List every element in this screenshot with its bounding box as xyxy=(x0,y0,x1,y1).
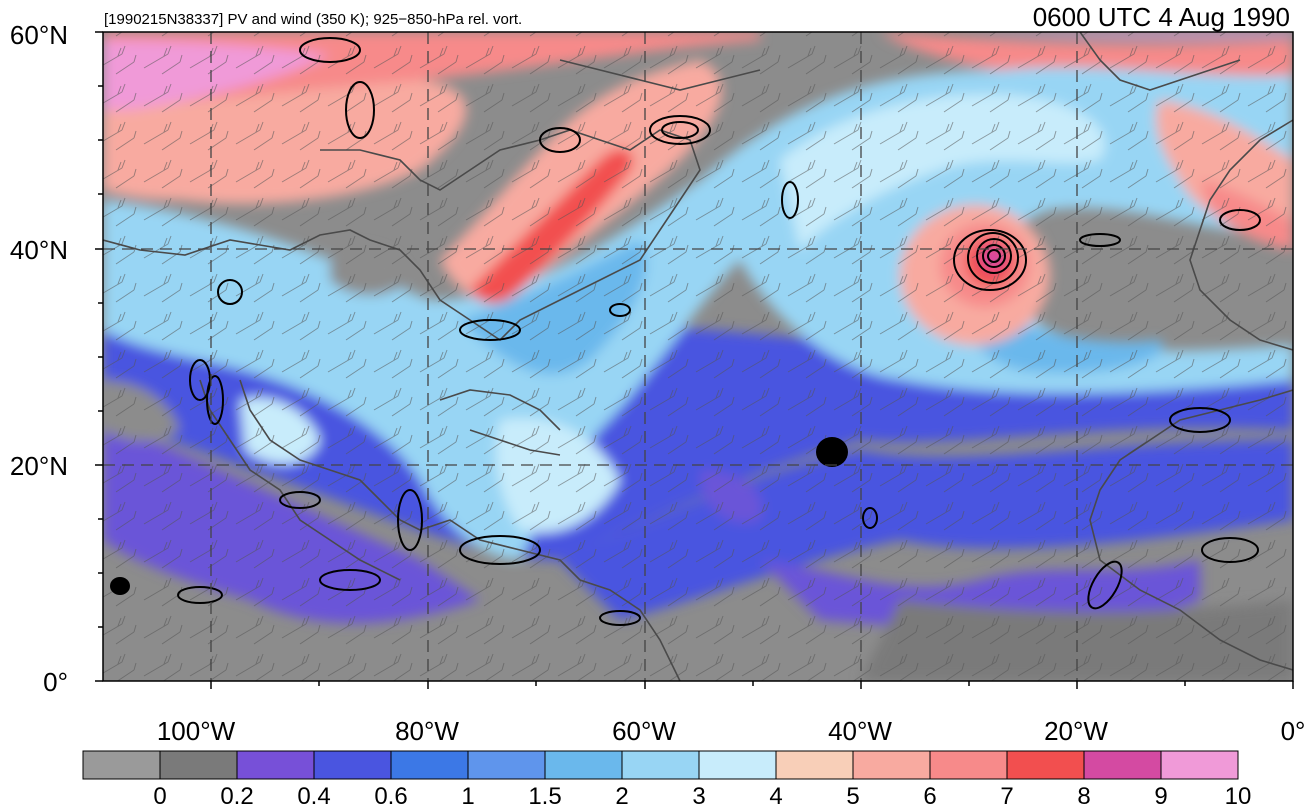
colorbar-tick-label: 8 xyxy=(1077,783,1090,810)
colorbar-tick-label: 1.5 xyxy=(528,783,561,810)
lat-label-20n: 20°N xyxy=(10,451,68,481)
colorbar-swatch xyxy=(82,750,161,780)
colorbar-swatch xyxy=(313,750,392,780)
colorbar-swatch xyxy=(1006,750,1085,780)
colorbar-swatch xyxy=(390,750,469,780)
colorbar-tick-label: 0.4 xyxy=(297,783,330,810)
colorbar-tick-label: 9 xyxy=(1154,783,1167,810)
lon-label-20w: 20°W xyxy=(1044,716,1108,746)
colorbar-tick-label: 7 xyxy=(1000,783,1013,810)
colorbar-swatch xyxy=(236,750,315,780)
colorbar-swatch xyxy=(852,750,931,780)
lat-label-eq: 0° xyxy=(43,667,68,697)
colorbar-swatch xyxy=(1160,750,1239,780)
colorbar-tick-label: 2 xyxy=(615,783,628,810)
pv-colorbar xyxy=(82,750,1239,780)
colorbar-tick-label: 5 xyxy=(846,783,859,810)
pv-colorbar-labels: 0 0.2 0.4 0.6 1 1.5 2 3 4 5 6 7 8 9 10 xyxy=(153,783,1251,810)
colorbar-tick-label: 0 xyxy=(153,783,166,810)
colorbar-swatch xyxy=(698,750,777,780)
colorbar-tick-label: 3 xyxy=(692,783,705,810)
colorbar-tick-label: 4 xyxy=(769,783,782,810)
colorbar-tick-label: 10 xyxy=(1225,783,1252,810)
lon-label-100w: 100°W xyxy=(157,716,236,746)
figure-subtitle: [1990215N38337] PV and wind (350 K); 925… xyxy=(104,11,522,28)
colorbar-swatch xyxy=(1083,750,1162,780)
vorticity-contours xyxy=(177,37,1261,626)
colorbar-swatch xyxy=(467,750,546,780)
coastline-layer xyxy=(103,32,1293,681)
lon-label-60w: 60°W xyxy=(612,716,676,746)
colorbar-swatch xyxy=(929,750,1008,780)
colorbar-swatch xyxy=(775,750,854,780)
lat-label-60n: 60°N xyxy=(10,20,68,50)
colorbar-swatch xyxy=(621,750,700,780)
lon-label-40w: 40°W xyxy=(828,716,892,746)
axis-ticks xyxy=(95,31,1294,689)
colorbar-tick-label: 6 xyxy=(923,783,936,810)
colorbar-swatch xyxy=(544,750,623,780)
lat-label-40n: 40°N xyxy=(10,235,68,265)
figure-timestamp: 0600 UTC 4 Aug 1990 xyxy=(1033,2,1290,32)
lat-lon-grid xyxy=(103,32,1293,681)
lon-label-80w: 80°W xyxy=(395,716,459,746)
vorticity-maxima xyxy=(110,437,848,595)
map-panel xyxy=(103,32,1293,681)
colorbar-swatch xyxy=(159,750,238,780)
colorbar-tick-label: 0.6 xyxy=(374,783,407,810)
lon-label-0: 0° xyxy=(1281,716,1306,746)
colorbar-tick-label: 1 xyxy=(461,783,474,810)
colorbar-tick-label: 0.2 xyxy=(220,783,253,810)
